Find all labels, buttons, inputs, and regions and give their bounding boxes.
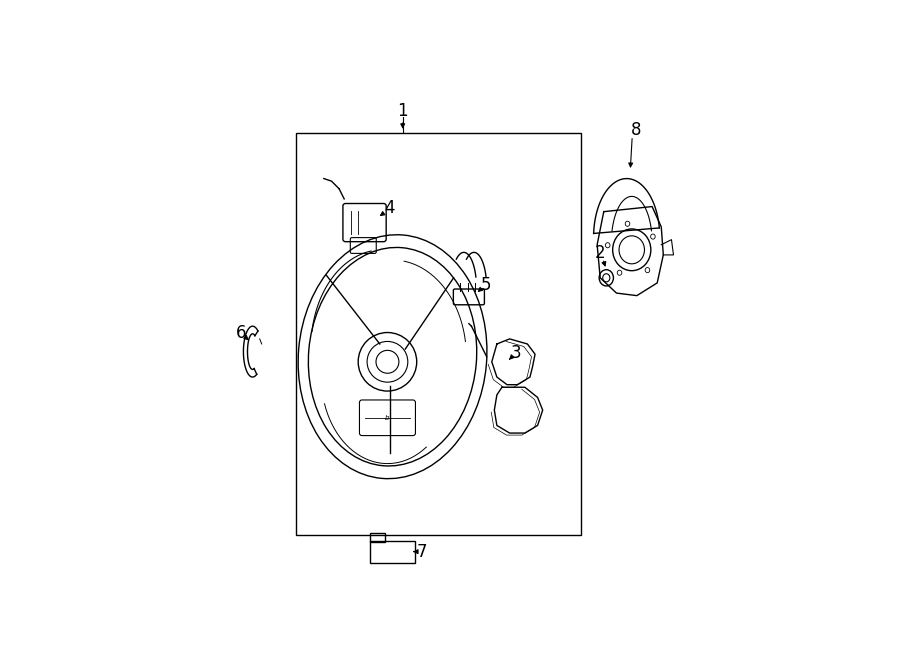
Text: 7: 7 [417, 543, 427, 561]
Text: 5: 5 [481, 276, 491, 294]
Bar [296, 133, 580, 535]
Text: 4: 4 [384, 198, 395, 217]
Text: 6: 6 [236, 324, 247, 342]
Text: 2: 2 [594, 245, 605, 262]
Text: 1: 1 [398, 102, 408, 120]
Text: 3: 3 [510, 344, 521, 362]
Bar [370, 533, 385, 543]
Bar [370, 541, 416, 563]
Text: b: b [385, 415, 390, 421]
Text: 8: 8 [631, 121, 641, 139]
